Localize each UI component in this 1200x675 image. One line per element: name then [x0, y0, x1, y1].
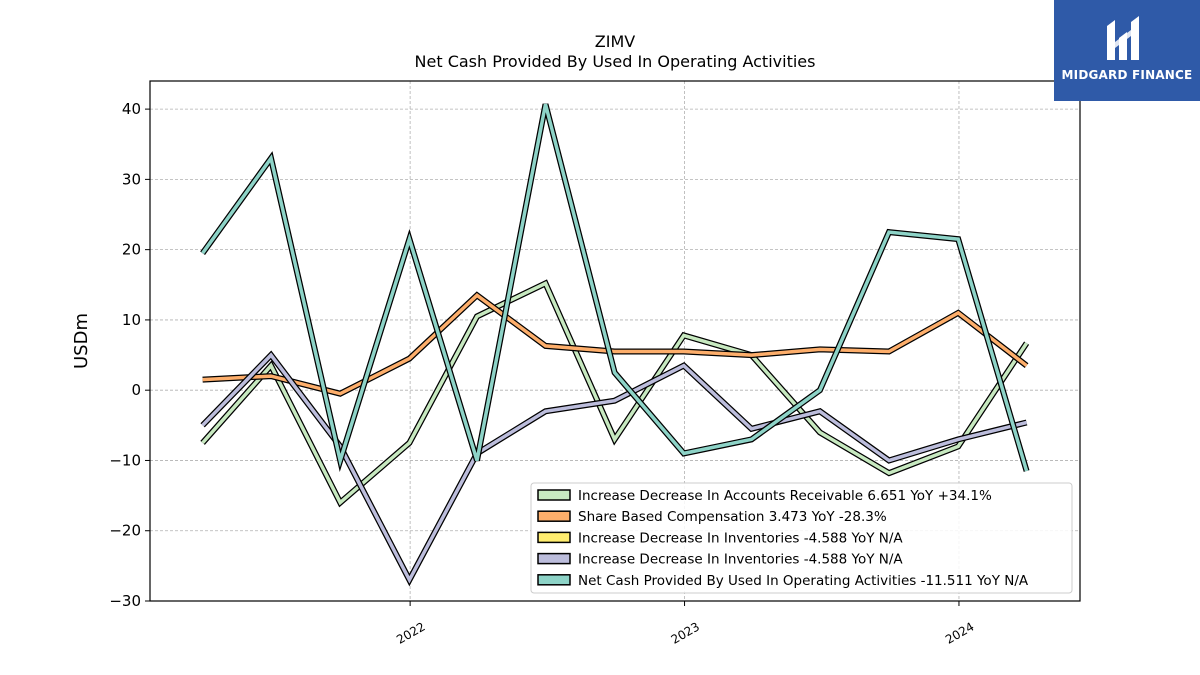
- y-tick-label: −30: [109, 592, 141, 610]
- legend-swatch: [537, 510, 571, 522]
- brand-mark-icon: [1107, 16, 1139, 60]
- series-line-4: [200, 103, 1030, 472]
- legend-swatch: [537, 552, 571, 565]
- series-line-0: [200, 279, 1030, 508]
- chart-subtitle: Net Cash Provided By Used In Operating A…: [414, 52, 816, 71]
- legend: Increase Decrease In Accounts Receivable…: [530, 482, 1073, 594]
- series-line-3: [200, 350, 1028, 587]
- legend-entry-label: Net Cash Provided By Used In Operating A…: [578, 573, 1029, 589]
- y-tick-label: 0: [131, 381, 141, 399]
- legend-swatch: [537, 531, 571, 544]
- y-axis-label: USDm: [71, 313, 92, 369]
- legend-swatch: [537, 574, 571, 586]
- legend-entry-label: Increase Decrease In Inventories -4.588 …: [578, 530, 903, 546]
- series-stroke: [201, 281, 1029, 506]
- y-tick-label: −20: [109, 522, 141, 540]
- brand-logo: MIDGARD FINANCE: [1054, 0, 1200, 101]
- chart-title: ZIMV: [594, 32, 636, 51]
- series-stroke: [201, 352, 1028, 584]
- brand-logo-text: MIDGARD FINANCE: [1061, 68, 1193, 82]
- legend-entry-label: Increase Decrease In Accounts Receivable…: [578, 488, 992, 504]
- legend-swatch: [537, 489, 571, 501]
- series-stroke: [201, 103, 1029, 472]
- legend-entry-label: Increase Decrease In Inventories -4.588 …: [578, 552, 903, 568]
- x-tick-label: 2024: [943, 619, 976, 646]
- y-tick-label: 30: [122, 170, 141, 188]
- x-tick-label: 2022: [394, 619, 427, 646]
- legend-entry-label: Share Based Compensation 3.473 YoY -28.3…: [578, 509, 887, 525]
- series-layer: [200, 103, 1030, 587]
- y-tick-label: 20: [122, 241, 141, 259]
- series-stroke: [202, 293, 1028, 396]
- plot-frame: [149, 80, 1081, 602]
- series-line-1: [202, 291, 1029, 397]
- y-tick-label: 10: [122, 311, 141, 329]
- y-tick-label: 40: [122, 100, 141, 118]
- series-outline: [200, 103, 1030, 472]
- y-tick-label: −10: [109, 451, 141, 469]
- x-tick-label: 2023: [669, 619, 702, 646]
- legend-frame: [530, 482, 1073, 594]
